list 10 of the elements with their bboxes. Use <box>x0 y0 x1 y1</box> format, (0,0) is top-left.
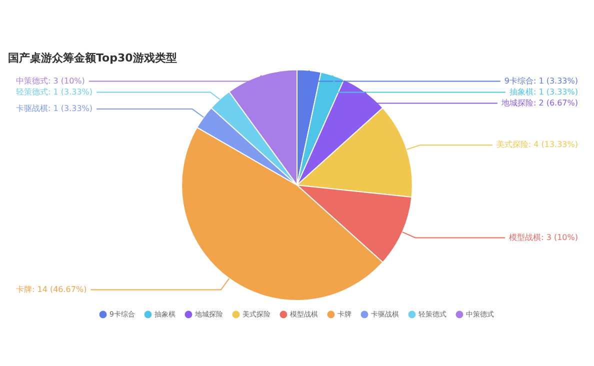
data-label: 卡驱战棋: 1 (3.33%) <box>16 104 93 114</box>
data-label: 模型战棋: 3 (10%) <box>509 232 578 242</box>
data-label: 抽象棋: 1 (3.33%) <box>509 87 578 96</box>
data-label: 9卡综合: 1 (3.33%) <box>504 76 578 86</box>
data-label: 中策德式: 3 (10%) <box>16 76 85 86</box>
data-label: 卡牌: 14 (46.67%) <box>16 284 87 294</box>
data-label: 轻策德式: 1 (3.33%) <box>16 87 93 96</box>
chart-title: 国产桌游众筹金额Top30游戏类型 <box>8 51 177 64</box>
data-label: 美式探险: 4 (13.33%) <box>496 140 578 150</box>
data-label: 地城探险: 2 (6.67%) <box>500 98 578 108</box>
